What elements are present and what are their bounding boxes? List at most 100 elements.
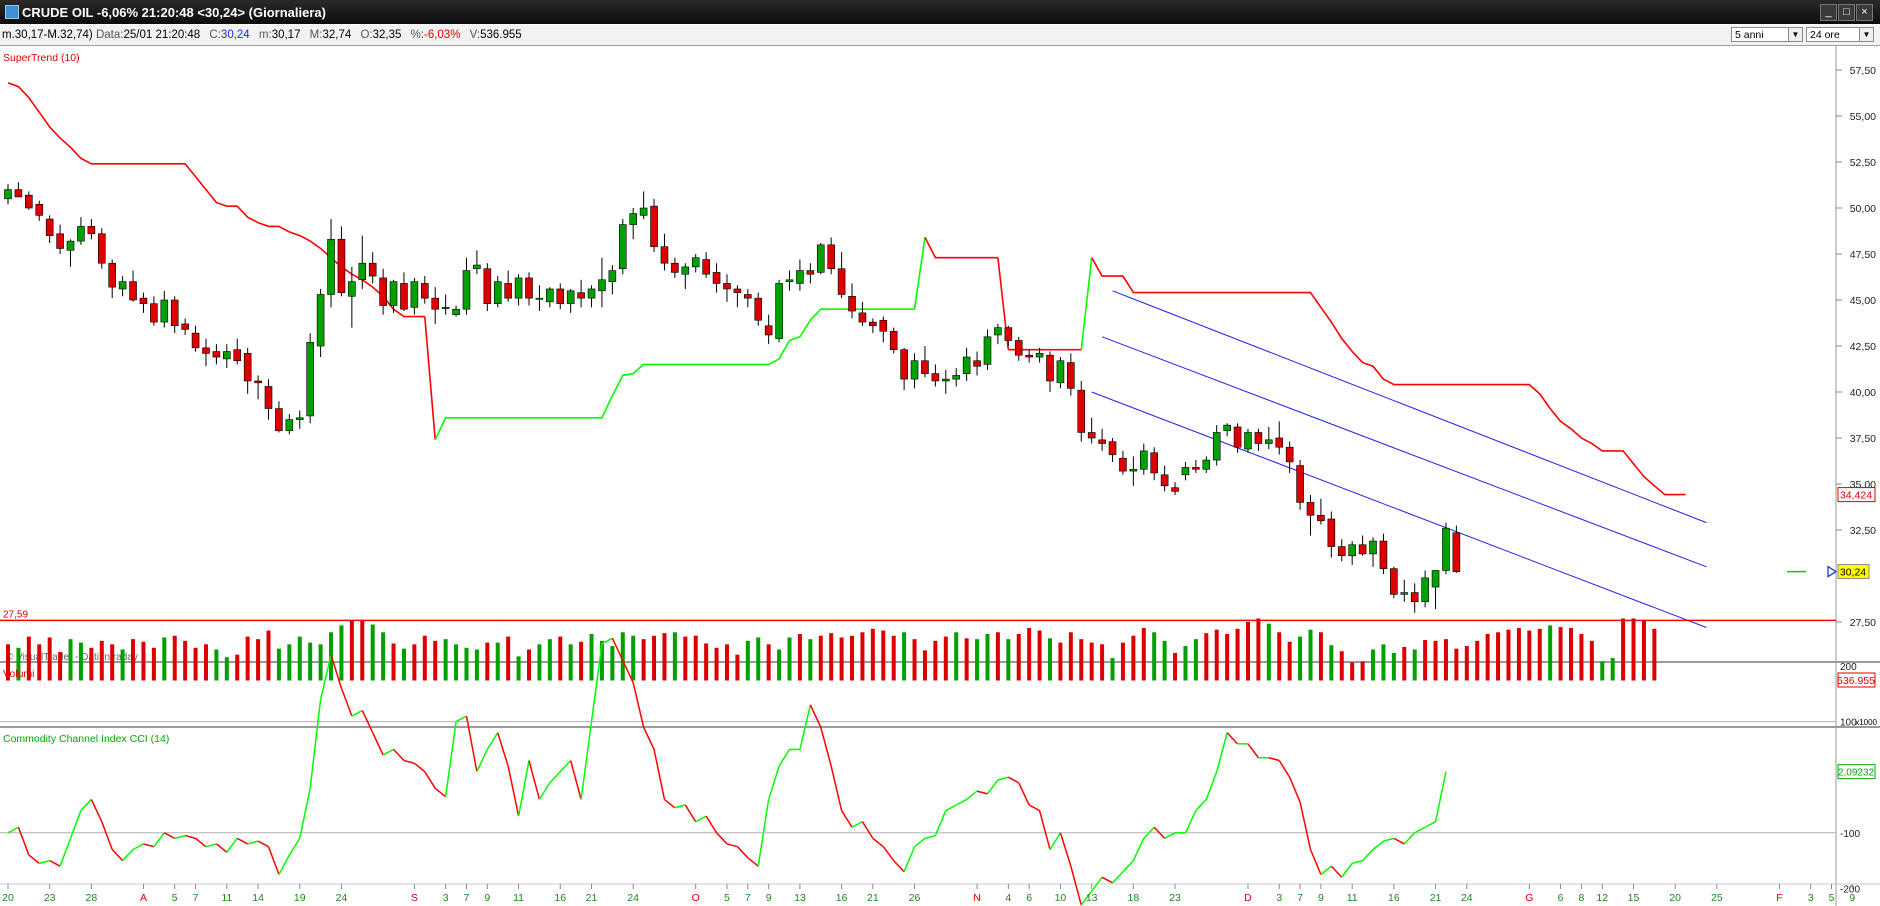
close-value: 30,24 <box>220 29 250 41</box>
volume-bar <box>1193 639 1198 681</box>
candle <box>1223 423 1231 437</box>
chart-area[interactable]: 27,59 SuperTrend (10) © VisualTrader - D… <box>0 46 1880 906</box>
cci-segment <box>184 834 196 840</box>
candle-body <box>744 294 752 299</box>
cci-panel: Commodity Channel Index CCI (14) 200 100 -… <box>0 637 1876 906</box>
volume-bar <box>412 644 417 681</box>
candle <box>1442 522 1450 575</box>
volume-panel: Volumi 536.955 x1000 <box>3 618 1878 727</box>
candle-body <box>764 325 773 336</box>
volume-bar <box>975 639 980 681</box>
supertrend-line <box>913 237 926 310</box>
candle-body <box>994 327 1002 336</box>
volume-bar <box>1266 623 1271 681</box>
candle <box>702 252 710 278</box>
minimize-button[interactable]: _ <box>1820 4 1837 21</box>
cci-tick-label: -200 <box>1840 884 1860 895</box>
candle-body <box>87 226 96 235</box>
candle-body <box>577 292 585 299</box>
candle-body <box>858 312 867 323</box>
candle <box>1285 441 1294 473</box>
candle-body <box>1077 389 1086 433</box>
cci-segment <box>830 765 843 811</box>
cci-segment <box>1362 848 1374 862</box>
cci-segment <box>1111 871 1124 884</box>
cci-segment <box>1101 876 1113 884</box>
close-button[interactable]: × <box>1856 4 1873 21</box>
cci-segment <box>1153 826 1166 839</box>
volume-bar <box>527 649 531 681</box>
cci-segment <box>465 715 478 772</box>
candle <box>483 263 492 312</box>
volume-bar <box>808 639 813 681</box>
volume-bar <box>1006 639 1011 681</box>
last-price-arrow-icon <box>1827 565 1838 578</box>
candle <box>1265 426 1273 450</box>
candle-body <box>806 270 815 275</box>
candle-body <box>1067 362 1075 389</box>
candle-body <box>25 194 33 209</box>
volume-bar <box>943 636 948 681</box>
candle <box>1035 347 1044 363</box>
candle-body <box>275 408 283 431</box>
volume-bar <box>1037 630 1042 681</box>
candle-body <box>1400 592 1409 595</box>
volume-bar <box>1589 640 1594 681</box>
candle-body <box>1223 424 1231 431</box>
candle-body <box>1202 459 1211 470</box>
cci-segment <box>528 760 541 800</box>
supertrend-value-text: 34,424 <box>1840 490 1872 502</box>
supertrend-line <box>434 308 915 441</box>
candle-body <box>848 296 856 312</box>
cci-segment <box>111 848 124 862</box>
candle <box>973 351 981 376</box>
candle <box>577 279 585 308</box>
candle <box>1390 566 1398 599</box>
date-tick-label: O <box>692 892 700 904</box>
period-select[interactable]: 5 anni ▼ <box>1731 27 1803 42</box>
candle <box>1358 535 1367 556</box>
volume-bar <box>870 628 875 681</box>
cci-segment <box>1299 802 1312 850</box>
date-tick-label: 9 <box>1849 892 1855 904</box>
candle-body <box>921 360 929 374</box>
candle <box>1369 537 1377 567</box>
cci-segment <box>309 699 322 789</box>
volume-bar <box>631 635 636 681</box>
pct-value: -6,03% <box>423 29 461 41</box>
volume-bar <box>1277 632 1282 681</box>
candle <box>1087 417 1096 444</box>
cci-segment <box>976 790 988 795</box>
maximize-button[interactable]: □ <box>1838 4 1855 21</box>
candle-body <box>45 218 54 236</box>
volume-bar <box>68 639 73 681</box>
cci-segment <box>590 643 603 722</box>
cci-segment <box>434 787 447 798</box>
candle-body <box>129 281 137 301</box>
volume-bar <box>714 647 719 681</box>
hours-select[interactable]: 24 ore ▼ <box>1806 27 1874 42</box>
candle <box>921 346 929 378</box>
candle <box>1233 423 1242 453</box>
candle <box>327 219 335 308</box>
candle-body <box>410 281 419 308</box>
candle <box>1098 428 1106 451</box>
cci-segment <box>684 804 697 823</box>
cci-segment <box>507 765 520 817</box>
volume-bar <box>1225 634 1230 681</box>
cci-segment <box>7 826 19 834</box>
cci-segment <box>361 710 374 734</box>
candle-body <box>285 419 294 431</box>
volume-bar <box>1089 642 1094 681</box>
volume-bar <box>568 644 573 681</box>
candle <box>1410 583 1419 613</box>
cci-segment <box>882 846 895 862</box>
date-tick-label: S <box>411 892 418 904</box>
volume-bar <box>599 640 604 681</box>
volume-bar <box>589 634 594 681</box>
cci-segment <box>163 832 176 840</box>
candle-body <box>1181 467 1190 476</box>
candle <box>66 239 75 267</box>
cci-segment <box>1184 810 1197 834</box>
date-tick-label: 18 <box>1128 892 1140 904</box>
